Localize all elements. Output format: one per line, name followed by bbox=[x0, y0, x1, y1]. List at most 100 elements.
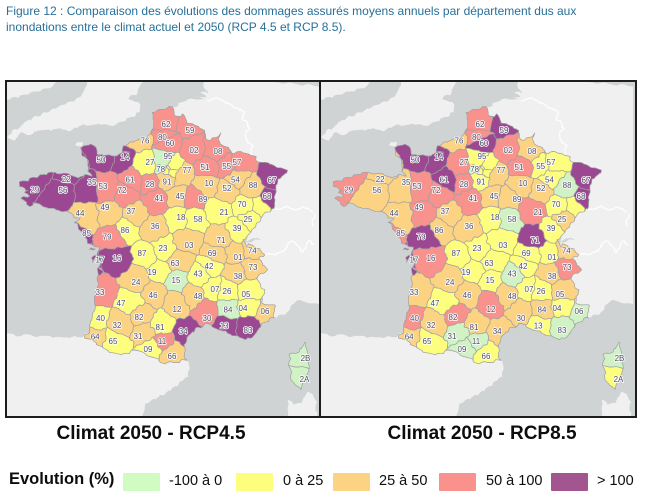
svg-text:55: 55 bbox=[222, 162, 231, 171]
svg-text:05: 05 bbox=[556, 290, 565, 299]
svg-text:60: 60 bbox=[165, 139, 174, 148]
svg-text:28: 28 bbox=[145, 180, 154, 189]
svg-text:05: 05 bbox=[242, 290, 251, 299]
svg-text:86: 86 bbox=[435, 226, 444, 235]
svg-text:46: 46 bbox=[463, 291, 472, 300]
svg-text:38: 38 bbox=[548, 272, 557, 281]
svg-text:57: 57 bbox=[547, 158, 556, 167]
svg-text:41: 41 bbox=[469, 194, 478, 203]
svg-text:08: 08 bbox=[528, 147, 537, 156]
svg-text:12: 12 bbox=[487, 305, 496, 314]
svg-text:09: 09 bbox=[458, 345, 467, 354]
svg-text:87: 87 bbox=[138, 249, 147, 258]
svg-text:89: 89 bbox=[513, 195, 522, 204]
svg-text:30: 30 bbox=[203, 314, 212, 323]
svg-text:84: 84 bbox=[224, 306, 233, 315]
svg-text:42: 42 bbox=[519, 262, 528, 271]
svg-text:60: 60 bbox=[479, 139, 488, 148]
svg-text:88: 88 bbox=[563, 181, 572, 190]
svg-text:64: 64 bbox=[405, 333, 414, 342]
svg-text:83: 83 bbox=[244, 326, 253, 335]
svg-text:01: 01 bbox=[548, 253, 557, 262]
svg-text:17: 17 bbox=[96, 256, 105, 265]
svg-text:81: 81 bbox=[470, 323, 479, 332]
svg-text:49: 49 bbox=[415, 203, 424, 212]
svg-text:53: 53 bbox=[413, 182, 422, 191]
svg-text:40: 40 bbox=[410, 314, 419, 323]
svg-text:25: 25 bbox=[244, 215, 253, 224]
svg-text:13: 13 bbox=[220, 321, 229, 330]
svg-text:35: 35 bbox=[88, 178, 97, 187]
svg-text:86: 86 bbox=[121, 226, 130, 235]
svg-text:19: 19 bbox=[462, 268, 471, 277]
svg-text:15: 15 bbox=[486, 276, 495, 285]
svg-text:72: 72 bbox=[432, 186, 441, 195]
svg-text:69: 69 bbox=[208, 249, 217, 258]
svg-text:78: 78 bbox=[156, 165, 165, 174]
svg-text:68: 68 bbox=[263, 192, 272, 201]
svg-text:74: 74 bbox=[248, 246, 257, 255]
svg-text:61: 61 bbox=[440, 176, 449, 185]
svg-text:24: 24 bbox=[446, 278, 455, 287]
svg-text:52: 52 bbox=[537, 184, 546, 193]
svg-text:81: 81 bbox=[156, 323, 165, 332]
svg-text:21: 21 bbox=[220, 208, 229, 217]
svg-text:71: 71 bbox=[531, 236, 540, 245]
svg-text:77: 77 bbox=[497, 166, 506, 175]
svg-text:53: 53 bbox=[99, 182, 108, 191]
svg-text:45: 45 bbox=[490, 192, 499, 201]
svg-text:59: 59 bbox=[500, 126, 509, 135]
svg-text:2B: 2B bbox=[615, 354, 625, 363]
svg-text:67: 67 bbox=[268, 176, 277, 185]
svg-text:58: 58 bbox=[194, 215, 203, 224]
svg-text:01: 01 bbox=[234, 253, 243, 262]
svg-text:14: 14 bbox=[121, 153, 130, 162]
svg-text:64: 64 bbox=[91, 333, 100, 342]
svg-text:56: 56 bbox=[59, 186, 68, 195]
svg-text:18: 18 bbox=[491, 213, 500, 222]
svg-text:33: 33 bbox=[410, 288, 419, 297]
svg-text:41: 41 bbox=[155, 194, 164, 203]
svg-text:2B: 2B bbox=[301, 354, 311, 363]
svg-text:66: 66 bbox=[168, 352, 177, 361]
svg-text:55: 55 bbox=[536, 162, 545, 171]
svg-text:68: 68 bbox=[577, 192, 586, 201]
svg-text:73: 73 bbox=[249, 263, 258, 272]
svg-text:28: 28 bbox=[459, 180, 468, 189]
svg-text:48: 48 bbox=[194, 292, 203, 301]
svg-text:27: 27 bbox=[146, 158, 155, 167]
svg-text:26: 26 bbox=[537, 287, 546, 296]
svg-text:87: 87 bbox=[452, 249, 461, 258]
svg-text:82: 82 bbox=[449, 313, 458, 322]
svg-text:08: 08 bbox=[214, 147, 223, 156]
svg-text:51: 51 bbox=[201, 163, 210, 172]
svg-text:34: 34 bbox=[493, 327, 502, 336]
svg-text:19: 19 bbox=[148, 268, 157, 277]
svg-text:72: 72 bbox=[118, 186, 127, 195]
svg-text:24: 24 bbox=[132, 278, 141, 287]
svg-text:47: 47 bbox=[431, 299, 440, 308]
svg-text:67: 67 bbox=[582, 176, 591, 185]
svg-text:36: 36 bbox=[465, 222, 474, 231]
svg-text:54: 54 bbox=[545, 176, 554, 185]
svg-text:42: 42 bbox=[205, 262, 214, 271]
svg-text:22: 22 bbox=[62, 175, 71, 184]
svg-text:78: 78 bbox=[470, 165, 479, 174]
svg-text:62: 62 bbox=[476, 120, 485, 129]
svg-text:35: 35 bbox=[402, 178, 411, 187]
svg-text:76: 76 bbox=[141, 136, 150, 145]
svg-text:91: 91 bbox=[163, 178, 172, 187]
svg-text:25: 25 bbox=[558, 215, 567, 224]
svg-text:79: 79 bbox=[417, 233, 426, 242]
svg-text:11: 11 bbox=[158, 337, 167, 346]
svg-text:84: 84 bbox=[538, 306, 547, 315]
svg-text:95: 95 bbox=[478, 152, 487, 161]
svg-text:83: 83 bbox=[558, 326, 567, 335]
svg-text:07: 07 bbox=[525, 285, 534, 294]
svg-text:47: 47 bbox=[117, 299, 126, 308]
svg-text:69: 69 bbox=[522, 249, 531, 258]
svg-text:34: 34 bbox=[179, 327, 188, 336]
svg-text:70: 70 bbox=[238, 200, 247, 209]
svg-text:88: 88 bbox=[249, 181, 258, 190]
svg-text:31: 31 bbox=[448, 332, 457, 341]
